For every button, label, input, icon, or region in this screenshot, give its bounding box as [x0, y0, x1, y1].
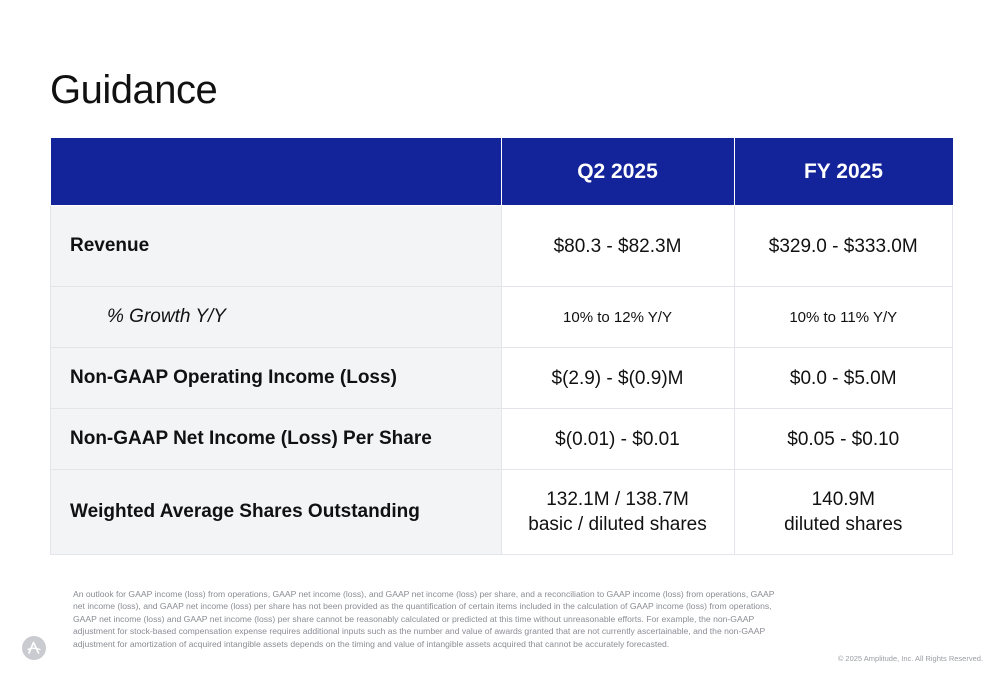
- header-fy-2025: FY 2025: [733, 138, 953, 206]
- table-row-shares-outstanding: Weighted Average Shares Outstanding 132.…: [50, 469, 953, 555]
- fy-value: 140.9M diluted shares: [733, 469, 953, 555]
- table-row-operating-income: Non-GAAP Operating Income (Loss) $(2.9) …: [50, 347, 953, 409]
- q2-value: 132.1M / 138.7M basic / diluted shares: [500, 469, 735, 555]
- row-label: % Growth Y/Y: [50, 286, 502, 348]
- header-q2-2025: Q2 2025: [500, 138, 735, 206]
- q2-value-line1: 132.1M / 138.7M: [546, 489, 689, 510]
- copyright-notice: © 2025 Amplitude, Inc. All Rights Reserv…: [837, 654, 983, 663]
- header-empty-cell: [50, 138, 502, 206]
- q2-value-line2: basic / diluted shares: [528, 514, 707, 535]
- q2-value: 10% to 12% Y/Y: [500, 286, 735, 348]
- fy-value: 10% to 11% Y/Y: [733, 286, 953, 348]
- amplitude-logo-icon: [22, 636, 46, 660]
- q2-value: $(0.01) - $0.01: [500, 408, 735, 470]
- fy-value: $0.05 - $0.10: [733, 408, 953, 470]
- fy-value: $329.0 - $333.0M: [733, 205, 953, 287]
- q2-value: $(2.9) - $(0.9)M: [500, 347, 735, 409]
- fy-value-line1: 140.9M: [811, 489, 875, 510]
- footnote: An outlook for GAAP income (loss) from o…: [73, 589, 775, 649]
- row-label: Non-GAAP Operating Income (Loss): [50, 347, 502, 409]
- table-header-row: Q2 2025 FY 2025: [50, 138, 953, 206]
- row-label: Weighted Average Shares Outstanding: [50, 469, 502, 555]
- table-row-revenue: Revenue $80.3 - $82.3M $329.0 - $333.0M: [50, 205, 953, 287]
- table-row-net-income-per-share: Non-GAAP Net Income (Loss) Per Share $(0…: [50, 408, 953, 470]
- q2-value: $80.3 - $82.3M: [500, 205, 735, 287]
- page-title: Guidance: [50, 68, 218, 112]
- row-label: Non-GAAP Net Income (Loss) Per Share: [50, 408, 502, 470]
- guidance-table: Q2 2025 FY 2025 Revenue $80.3 - $82.3M $…: [50, 138, 953, 555]
- table-row-growth: % Growth Y/Y 10% to 12% Y/Y 10% to 11% Y…: [50, 286, 953, 348]
- fy-value: $0.0 - $5.0M: [733, 347, 953, 409]
- row-label: Revenue: [50, 205, 502, 287]
- fy-value-line2: diluted shares: [784, 514, 903, 535]
